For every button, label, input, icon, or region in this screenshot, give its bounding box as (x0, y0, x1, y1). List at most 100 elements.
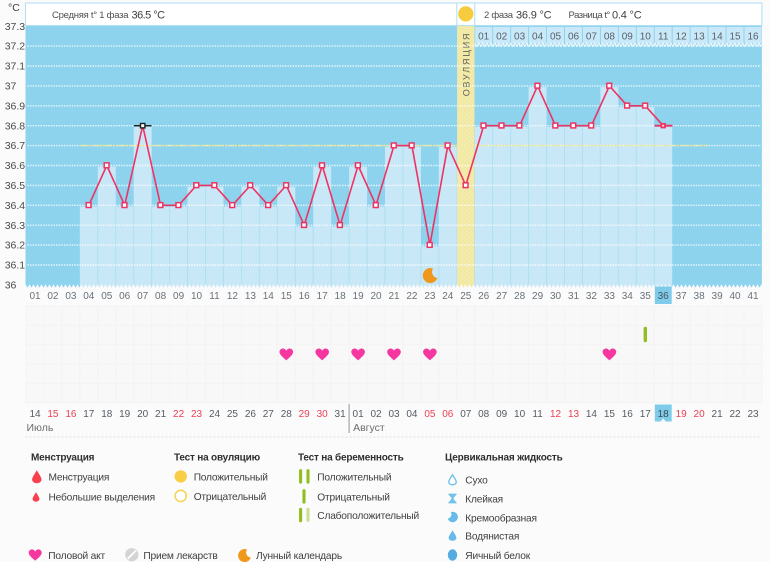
svg-text:14: 14 (29, 409, 41, 420)
svg-text:20: 20 (694, 409, 706, 420)
svg-text:06: 06 (568, 32, 580, 43)
svg-text:30: 30 (317, 409, 329, 420)
svg-text:06: 06 (119, 291, 131, 302)
svg-text:Менструация: Менструация (49, 473, 110, 484)
svg-text:04: 04 (406, 409, 418, 420)
svg-text:38: 38 (694, 291, 706, 302)
svg-text:Слабоположительный: Слабоположительный (317, 510, 419, 522)
svg-text:2 фаза: 2 фаза (484, 10, 514, 21)
svg-text:08: 08 (478, 409, 490, 420)
svg-text:Август: Август (353, 422, 385, 434)
svg-text:10: 10 (640, 32, 652, 43)
svg-text:Менструация: Менструация (31, 453, 95, 464)
svg-text:36.6: 36.6 (5, 160, 26, 172)
svg-text:07: 07 (460, 409, 472, 420)
svg-text:07: 07 (586, 32, 598, 43)
svg-text:02: 02 (370, 409, 382, 420)
svg-text:18: 18 (101, 409, 113, 420)
svg-text:17: 17 (83, 409, 95, 420)
svg-text:Лунный календарь: Лунный календарь (256, 551, 342, 562)
svg-text:18: 18 (335, 291, 347, 302)
svg-text:Яичный белок: Яичный белок (465, 550, 530, 562)
svg-text:Средняя t° 1 фаза: Средняя t° 1 фаза (52, 10, 129, 21)
svg-text:13: 13 (568, 409, 580, 420)
svg-text:37.2: 37.2 (5, 41, 26, 53)
svg-text:03: 03 (65, 291, 77, 302)
svg-text:Положительный: Положительный (317, 472, 391, 483)
svg-text:15: 15 (47, 409, 59, 420)
svg-text:11: 11 (532, 409, 543, 420)
svg-text:18: 18 (658, 409, 670, 420)
svg-text:31: 31 (335, 409, 347, 420)
svg-text:16: 16 (622, 409, 634, 420)
svg-text:22: 22 (173, 409, 185, 420)
svg-text:41: 41 (747, 291, 759, 302)
svg-text:09: 09 (622, 32, 634, 43)
svg-text:15: 15 (604, 409, 616, 420)
svg-text:Отрицательный: Отрицательный (317, 492, 389, 503)
svg-text:08: 08 (604, 32, 616, 43)
svg-text:Тест на беременность: Тест на беременность (298, 452, 404, 464)
svg-text:32: 32 (586, 291, 598, 302)
svg-text:37.1: 37.1 (5, 61, 26, 73)
svg-text:26: 26 (245, 409, 257, 420)
svg-text:04: 04 (532, 32, 544, 43)
svg-text:20: 20 (370, 291, 382, 302)
svg-text:34: 34 (622, 291, 634, 302)
svg-text:11: 11 (209, 291, 220, 302)
svg-text:10: 10 (514, 409, 526, 420)
svg-text:23: 23 (747, 409, 759, 420)
svg-text:21: 21 (712, 409, 724, 420)
svg-text:Прием лекарств: Прием лекарств (143, 551, 217, 562)
svg-text:09: 09 (173, 291, 185, 302)
svg-text:Половой акт: Половой акт (48, 551, 105, 562)
svg-text:36.5 °C: 36.5 °C (132, 10, 166, 22)
svg-text:08: 08 (155, 291, 167, 302)
svg-text:36.9: 36.9 (5, 100, 26, 112)
svg-text:36.3: 36.3 (5, 220, 26, 232)
svg-text:31: 31 (568, 291, 580, 302)
svg-text:01: 01 (478, 32, 490, 43)
svg-text:28: 28 (514, 291, 526, 302)
svg-text:05: 05 (550, 32, 562, 43)
svg-text:03: 03 (388, 409, 400, 420)
svg-text:14: 14 (586, 409, 598, 420)
svg-text:36.8: 36.8 (5, 120, 26, 132)
svg-text:26: 26 (478, 291, 490, 302)
svg-text:°C: °C (8, 2, 20, 14)
svg-text:19: 19 (119, 409, 131, 420)
svg-text:21: 21 (388, 291, 400, 302)
svg-text:14: 14 (712, 32, 724, 43)
svg-text:29: 29 (299, 409, 311, 420)
svg-text:28: 28 (281, 409, 293, 420)
svg-text:13: 13 (694, 32, 706, 43)
svg-text:39: 39 (712, 291, 724, 302)
svg-text:36.4: 36.4 (5, 200, 26, 212)
svg-text:36.7: 36.7 (5, 140, 26, 152)
svg-text:33: 33 (604, 291, 616, 302)
svg-text:25: 25 (460, 291, 472, 302)
svg-text:37.3: 37.3 (5, 21, 26, 33)
svg-text:37: 37 (676, 291, 688, 302)
svg-text:40: 40 (729, 291, 741, 302)
svg-text:25: 25 (227, 409, 239, 420)
svg-text:05: 05 (424, 409, 436, 420)
svg-text:Разница t°: Разница t° (569, 10, 611, 21)
svg-text:27: 27 (263, 409, 275, 420)
svg-text:21: 21 (155, 409, 167, 420)
svg-text:16: 16 (299, 291, 311, 302)
svg-text:04: 04 (83, 291, 95, 302)
svg-text:29: 29 (532, 291, 544, 302)
svg-text:36: 36 (5, 280, 17, 292)
svg-text:11: 11 (658, 32, 669, 43)
svg-text:36.9 °C: 36.9 °C (516, 10, 552, 22)
svg-text:12: 12 (550, 409, 562, 420)
svg-text:17: 17 (317, 291, 329, 302)
svg-text:Цервикальная жидкость: Цервикальная жидкость (445, 453, 563, 464)
svg-text:13: 13 (245, 291, 257, 302)
svg-text:23: 23 (424, 291, 436, 302)
svg-text:Кремообразная: Кремообразная (465, 512, 537, 524)
svg-text:03: 03 (514, 32, 526, 43)
svg-text:22: 22 (729, 409, 741, 420)
svg-text:01: 01 (29, 291, 41, 302)
